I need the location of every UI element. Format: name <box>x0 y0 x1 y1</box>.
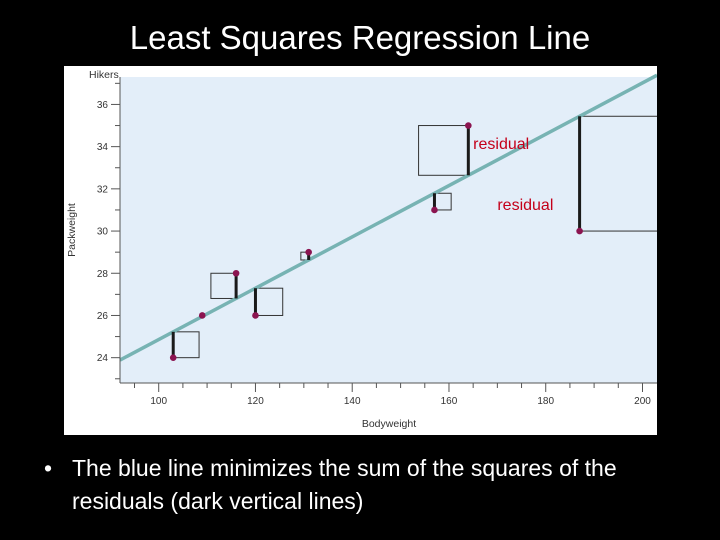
data-point <box>198 312 206 319</box>
y-tick-label: 26 <box>97 311 109 322</box>
residual-annotation: residual <box>473 136 529 153</box>
annotations: residual residual <box>473 136 553 214</box>
x-tick-label: 140 <box>344 396 361 407</box>
y-tick-label: 28 <box>97 269 109 280</box>
chart-figure: 24 26 28 30 32 34 36 100 120 140 160 180 200 residua… <box>64 66 657 435</box>
x-tick-label: 100 <box>150 396 167 407</box>
data-point <box>576 227 583 235</box>
data-point <box>169 354 177 361</box>
y-axis-label: Packweight <box>66 203 78 257</box>
y-tick-label: 32 <box>97 184 109 195</box>
y-tick-label: 34 <box>97 142 109 153</box>
residual-annotation: residual <box>497 197 553 214</box>
y-tick-label: 30 <box>97 227 109 238</box>
y-tick-label: 36 <box>97 100 109 111</box>
x-axis-label: Bodyweight <box>362 418 416 430</box>
scatter-chart: 24 26 28 30 32 34 36 100 120 140 160 180 200 residua… <box>66 69 657 430</box>
y-tick-label: 24 <box>97 353 109 364</box>
bullet-point: • The blue line minimizes the sum of the… <box>44 452 694 518</box>
data-point <box>232 269 240 277</box>
regression-line-layer <box>119 73 657 362</box>
x-tick-label: 200 <box>634 396 651 407</box>
axes: 24 26 28 30 32 34 36 100 120 140 160 180 200 <box>97 77 657 407</box>
data-point <box>431 206 438 214</box>
plot-background <box>120 77 657 383</box>
regression-line <box>119 73 657 362</box>
data-point <box>252 312 259 319</box>
y-axis-top-label: Hikers <box>89 69 119 81</box>
bullet-text: The blue line minimizes the sum of the s… <box>72 455 617 514</box>
data-point <box>305 248 312 256</box>
data-points <box>169 122 583 361</box>
data-point <box>465 122 472 129</box>
slide-title: Least Squares Regression Line <box>129 19 591 56</box>
x-tick-label: 120 <box>247 396 264 407</box>
bullet-dot: • <box>44 455 53 481</box>
x-tick-label: 160 <box>441 396 458 407</box>
x-tick-label: 180 <box>537 396 554 407</box>
